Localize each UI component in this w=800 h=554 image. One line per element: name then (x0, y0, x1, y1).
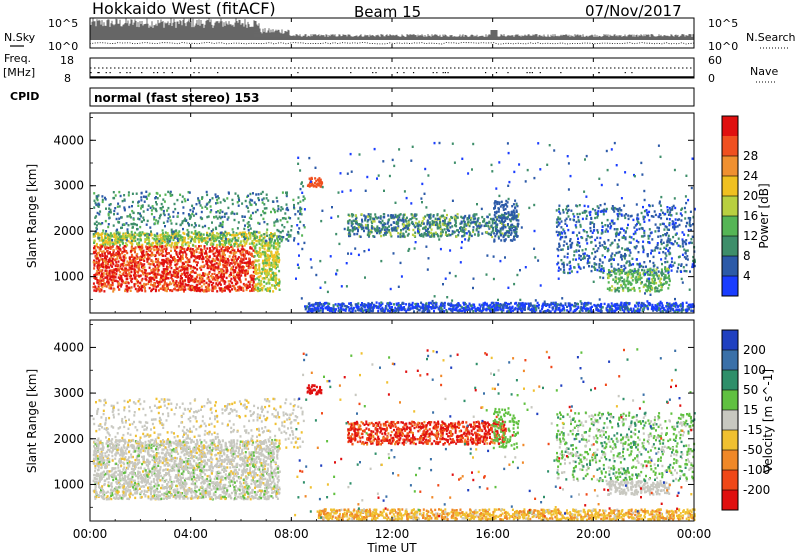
colorbar-segment (722, 330, 738, 351)
colorbar-tick-label: -15 (743, 423, 763, 437)
cpid-text: normal (fast stereo) 153 (94, 91, 260, 105)
noise-search-label: N.Search (746, 31, 796, 44)
power-y-label: Slant Range [km] (25, 164, 39, 268)
power-colorbar: 4 8 12 16 20 24 28 (721, 115, 758, 297)
noise-left-tick-bottom: 10^0 (48, 40, 78, 53)
y-tick-label: 4000 (53, 133, 84, 147)
power-y-ticks: 1000 2000 3000 4000 (53, 117, 694, 300)
frequency-panel: Freq. [MHz] 18 8 60 0 Nave (3, 52, 778, 85)
x-axis: 00:00 04:00 08:00 12:00 16:00 20:00 00:00 (73, 18, 712, 541)
y-tick-label: 1000 (53, 477, 84, 491)
colorbar-segment (722, 430, 738, 451)
cpid-label: CPID (10, 90, 39, 103)
nave-markers (90, 72, 633, 74)
colorbar-tick-label: 16 (743, 209, 758, 223)
y-tick-label: 3000 (53, 386, 84, 400)
colorbar-tick-label: 100 (743, 363, 766, 377)
colorbar-segment (722, 176, 738, 197)
freq-right-tick-bottom: 0 (708, 72, 715, 85)
x-tick-label: 00:00 (73, 527, 108, 541)
colorbar-tick-label: 50 (743, 383, 758, 397)
colorbar-tick-label: 28 (743, 149, 758, 163)
colorbar-segment (722, 256, 738, 277)
y-tick-label: 2000 (53, 224, 84, 238)
y-tick-label: 4000 (53, 340, 84, 354)
colorbar-segment (722, 236, 738, 257)
colorbar-segment (722, 116, 738, 137)
noise-right-tick-bottom: 10^0 (708, 40, 738, 53)
power-panel: 1000 2000 3000 4000 Slant Range [km] (25, 112, 696, 314)
x-tick-label: 00:00 (677, 527, 712, 541)
freq-label-line1: Freq. (4, 52, 31, 65)
colorbar-segment (722, 350, 738, 371)
velocity-panel: 1000 2000 3000 4000 Slant Range [km] (25, 319, 696, 522)
colorbar-tick-label: 24 (743, 169, 758, 183)
y-tick-label: 1000 (53, 270, 84, 284)
y-tick-label: 3000 (53, 179, 84, 193)
colorbar-segment (722, 490, 738, 511)
noise-sky-label: N.Sky (4, 31, 36, 44)
colorbar-segment (722, 470, 738, 491)
x-tick-label: 08:00 (274, 527, 309, 541)
velocity-heatmap-cells (92, 348, 696, 522)
x-axis-label: Time UT (366, 541, 417, 554)
x-tick-label: 12:00 (375, 527, 410, 541)
colorbar-tick-label: 4 (743, 269, 751, 283)
velocity-colorbar-label: Velocity [m s^-1] (761, 369, 775, 473)
colorbar-tick-label: 20 (743, 189, 758, 203)
colorbar-tick-label: 12 (743, 229, 758, 243)
cpid-panel: CPID normal (fast stereo) 153 (10, 87, 695, 107)
x-tick-label: 04:00 (173, 527, 208, 541)
colorbar-tick-label: -200 (743, 483, 770, 497)
colorbar-segment (722, 370, 738, 391)
freq-right-tick-top: 60 (708, 54, 722, 67)
freq-label-line2: [MHz] (3, 66, 35, 79)
power-colorbar-label: Power [dB] (757, 183, 771, 248)
colorbar-segment (722, 156, 738, 177)
colorbar-tick-label: 8 (743, 249, 751, 263)
date-label: 07/Nov/2017 (585, 2, 682, 20)
colorbar-tick-label: -50 (743, 443, 763, 457)
colorbar-segment (722, 216, 738, 237)
freq-left-tick-top: 18 (60, 54, 74, 67)
x-tick-label: 20:00 (576, 527, 611, 541)
colorbar-tick-label: -100 (743, 463, 770, 477)
y-tick-label: 2000 (53, 432, 84, 446)
beam-label: Beam 15 (354, 3, 421, 21)
colorbar-tick-label: 15 (743, 403, 758, 417)
freq-left-tick-bottom: 8 (64, 72, 71, 85)
noise-left-tick-top: 10^5 (48, 17, 78, 30)
noise-right-tick-top: 10^5 (708, 17, 738, 30)
colorbar-segment (722, 390, 738, 411)
colorbar-segment (722, 450, 738, 471)
noise-sky-trace (89, 18, 694, 40)
velocity-y-label: Slant Range [km] (25, 369, 39, 473)
x-tick-label: 16:00 (475, 527, 510, 541)
noise-search-trace (89, 42, 695, 45)
noise-panel: N.Sky 10^5 10^0 10^5 10^0 N.Search (4, 17, 796, 53)
velocity-colorbar: 200 100 50 15 -15 -50 -100 -200 (721, 329, 770, 511)
power-heatmap-cells (92, 141, 696, 314)
colorbar-segment (722, 196, 738, 217)
colorbar-segment (722, 410, 738, 431)
nave-label: Nave (750, 65, 778, 78)
velocity-y-ticks: 1000 2000 3000 4000 (53, 324, 694, 508)
colorbar-segment (722, 276, 738, 297)
colorbar-segment (722, 136, 738, 157)
colorbar-tick-label: 200 (743, 343, 766, 357)
plot-title: Hokkaido West (fitACF) (92, 0, 276, 18)
